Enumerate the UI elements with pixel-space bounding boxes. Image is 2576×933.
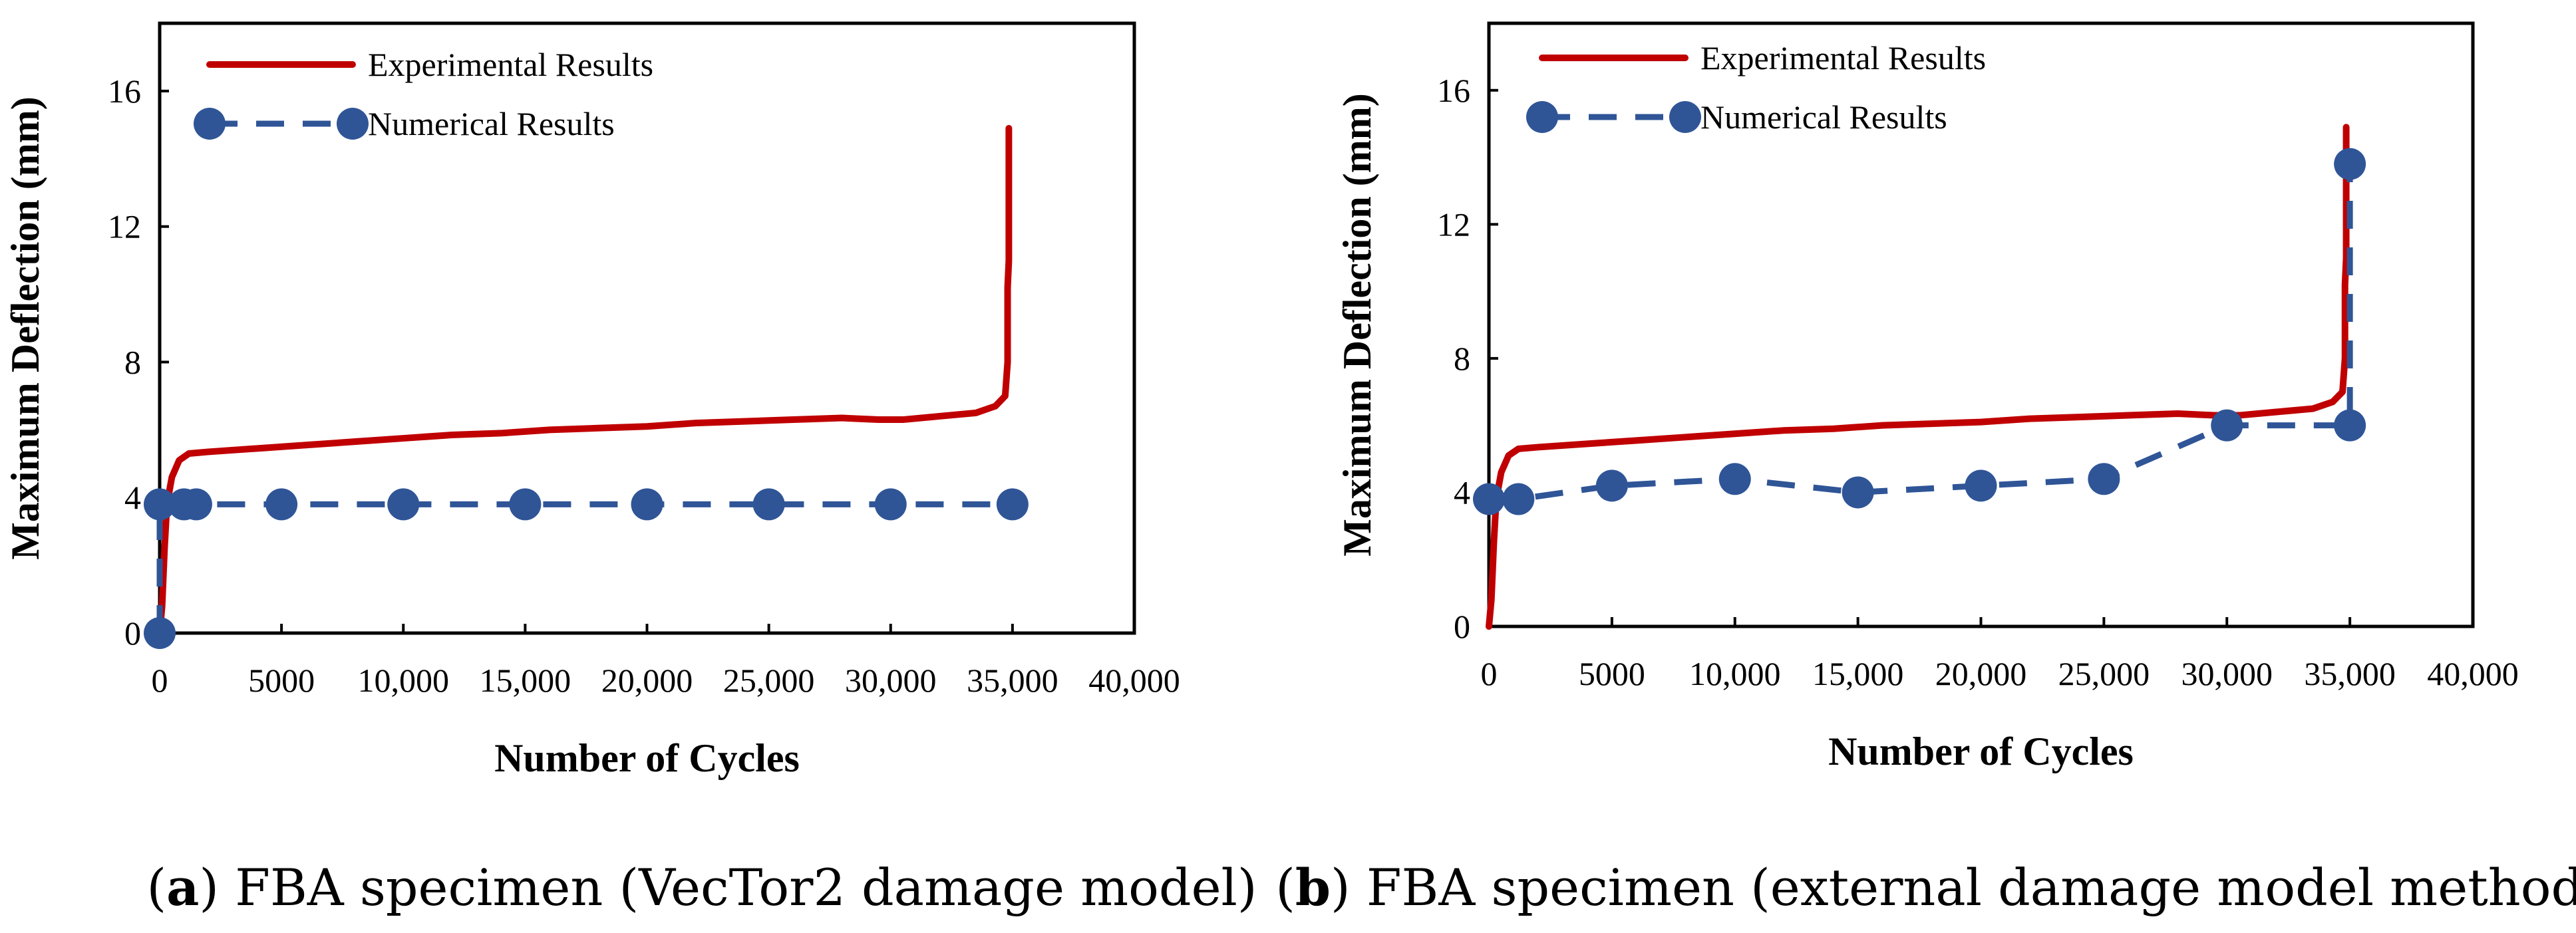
caption-a-text: FBA specimen (VecTor2 damage model) [219, 858, 1257, 917]
numerical-data-point [387, 488, 420, 521]
caption-b-label: b [1295, 858, 1331, 917]
x-tick-label: 0 [152, 662, 168, 699]
numerical-series-line [1489, 164, 2353, 503]
x-tick-label: 30,000 [2181, 655, 2273, 692]
y-tick-label: 8 [1454, 340, 1470, 377]
y-tick-label: 4 [124, 479, 141, 516]
y-tick-label: 0 [124, 614, 141, 652]
numerical-data-point [144, 488, 176, 521]
x-tick-label: 20,000 [1935, 655, 2027, 692]
numerical-data-point [752, 488, 785, 521]
x-tick-label: 0 [1481, 655, 1498, 692]
x-axis-title: Number of Cycles [1828, 730, 2134, 773]
numerical-data-point [631, 488, 663, 521]
numerical-series-line [156, 501, 1013, 633]
numerical-data-point [1718, 463, 1751, 495]
caption-b: (b) FBA specimen (external damage model … [1275, 858, 2576, 917]
numerical-data-point [1502, 483, 1535, 515]
legend-numerical-label: Numerical Results [368, 105, 615, 142]
x-tick-label: 5000 [248, 662, 315, 699]
x-tick-label: 40,000 [1088, 662, 1180, 699]
y-tick-label: 16 [1437, 72, 1470, 109]
x-tick-label: 10,000 [1689, 655, 1781, 692]
numerical-data-point [144, 617, 176, 649]
y-tick-label: 12 [108, 208, 141, 245]
y-tick-label: 12 [1437, 205, 1470, 243]
caption-a-label: a [166, 858, 199, 917]
x-tick-label: 15,000 [480, 662, 571, 699]
numerical-data-point [996, 488, 1029, 521]
numerical-data-point [1965, 469, 1997, 502]
y-tick-label: 0 [1454, 608, 1470, 645]
y-tick-label: 8 [124, 343, 141, 380]
legend-numerical-marker [1526, 101, 1558, 133]
numerical-data-point [1842, 476, 1874, 509]
y-axis-title: Maximum Deflection (mm) [1335, 93, 1379, 556]
x-tick-label: 25,000 [723, 662, 815, 699]
caption-b-text: FBA specimen (external damage model meth… [1351, 858, 2576, 917]
x-tick-label: 20,000 [601, 662, 693, 699]
numerical-data-point [2088, 463, 2120, 495]
y-tick-label: 4 [1454, 473, 1470, 511]
plot-frame [1487, 21, 2475, 628]
x-tick-label: 30,000 [845, 662, 937, 699]
numerical-data-point [1473, 483, 1505, 515]
numerical-data-point [2211, 409, 2243, 442]
x-tick-label: 5000 [1579, 655, 1645, 692]
numerical-data-point [265, 488, 298, 521]
experimental-series-line [1486, 124, 2350, 630]
numerical-data-point [874, 488, 907, 521]
experimental-series-line [156, 124, 1013, 636]
x-tick-label: 35,000 [967, 662, 1058, 699]
legend-numerical-marker [194, 108, 226, 140]
plot-frame [158, 21, 1136, 635]
caption-a: (a) FBA specimen (VecTor2 damage model) [146, 858, 1257, 917]
numerical-data-point [2334, 409, 2366, 442]
numerical-data-point [2334, 148, 2366, 180]
y-tick-label: 16 [108, 72, 141, 110]
y-axis-title: Maximum Deflection (mm) [3, 96, 47, 559]
x-axis-title: Number of Cycles [494, 736, 800, 780]
chart-panel-a: 0 4 8 12 16 0 5000 10,000 15,000 20,000 25,000 30,0… [3, 21, 1180, 780]
numerical-data-point [509, 488, 542, 521]
x-tick-label: 40,000 [2427, 655, 2519, 692]
legend-experimental-label: Experimental Results [368, 46, 653, 83]
legend-experimental-label: Experimental Results [1700, 39, 1986, 76]
legend-numerical-marker [337, 108, 369, 140]
legend-numerical-marker [1669, 101, 1701, 133]
chart-panel-b: 0 4 8 12 16 0 5000 10,000 15,000 20,000 25,000 30,0… [1335, 21, 2519, 773]
legend-numerical-label: Numerical Results [1700, 98, 1947, 136]
x-tick-label: 10,000 [358, 662, 450, 699]
numerical-data-point [1595, 469, 1628, 502]
x-tick-label: 15,000 [1812, 655, 1904, 692]
numerical-data-point [180, 488, 212, 521]
x-tick-label: 25,000 [2058, 655, 2150, 692]
x-tick-label: 35,000 [2304, 655, 2396, 692]
